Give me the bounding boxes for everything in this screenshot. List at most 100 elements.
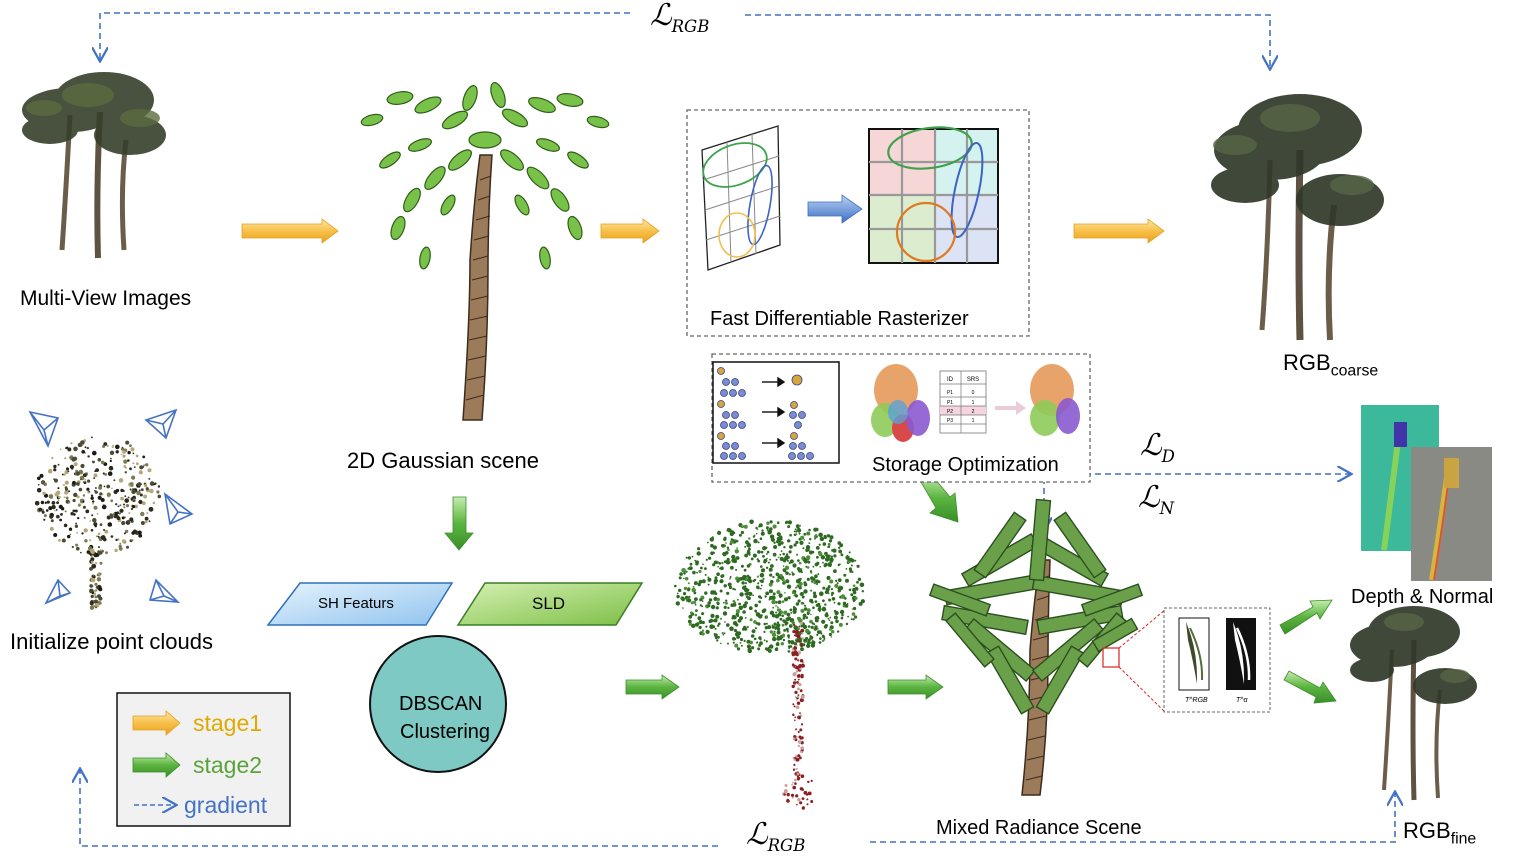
point-speck [713, 560, 718, 565]
point-speck [55, 509, 58, 511]
point-speck [149, 488, 154, 494]
tile-grid [868, 126, 999, 264]
point-speck [123, 459, 128, 464]
point-speck [748, 553, 751, 556]
point-speck [793, 594, 796, 597]
point-speck [818, 552, 823, 557]
point-speck [827, 617, 830, 620]
mixed-radiance-scene-tree [928, 498, 1166, 796]
point-speck [771, 599, 776, 605]
point-speck [775, 605, 777, 607]
point-speck [131, 539, 134, 542]
point-speck [770, 537, 776, 542]
point-speck [93, 473, 98, 478]
point-speck [830, 588, 834, 591]
point-speck [801, 632, 804, 635]
point-speck [796, 701, 801, 705]
camera-icons [28, 408, 194, 605]
point-speck [104, 473, 108, 476]
point-speck [806, 803, 809, 806]
point-speck [86, 446, 90, 450]
point-speck [724, 621, 726, 623]
point-speck [779, 553, 782, 556]
point-speck [776, 532, 781, 537]
loss-rgb-top: ℒRGB [650, 0, 710, 36]
point-speck [39, 473, 44, 478]
point-speck [809, 538, 812, 541]
point-speck [739, 592, 744, 597]
point-speck [705, 558, 708, 561]
point-speck [845, 622, 849, 626]
point-speck [708, 619, 713, 623]
point-speck [690, 601, 694, 605]
point-speck [108, 465, 114, 471]
point-speck [779, 610, 783, 614]
point-speck [90, 528, 94, 532]
point-speck [90, 560, 94, 564]
point-speck [794, 592, 797, 596]
point-speck [847, 615, 849, 618]
point-speck [49, 514, 54, 519]
point-speck [844, 597, 847, 600]
point-speck [90, 557, 95, 562]
point-speck [56, 501, 59, 505]
point-speck [794, 657, 798, 661]
point-speck [794, 719, 796, 722]
point-speck [816, 535, 818, 538]
point-speck [44, 501, 47, 504]
point-speck [805, 628, 810, 634]
point-speck [848, 567, 853, 571]
dbscan-label-line1: DBSCAN [399, 693, 483, 715]
texture-alpha-label: T^α [1236, 697, 1248, 704]
point-speck [118, 478, 124, 483]
point-speck [119, 508, 124, 513]
point-speck [711, 536, 714, 539]
point-speck [688, 595, 691, 599]
point-speck [787, 596, 791, 600]
point-speck [791, 591, 795, 595]
point-speck [681, 597, 685, 602]
point-speck [97, 532, 101, 536]
point-speck [747, 596, 751, 601]
gradient-paths [80, 12, 1395, 847]
point-speck [787, 539, 791, 543]
point-speck [822, 599, 825, 603]
point-speck [82, 481, 85, 483]
point-speck [129, 467, 132, 471]
point-speck [701, 605, 703, 608]
point-speck [705, 629, 710, 635]
point-speck [695, 598, 698, 601]
point-speck [685, 556, 688, 559]
point-speck [858, 601, 863, 606]
srs-table-header-id: ID [947, 377, 954, 383]
point-speck [723, 584, 727, 588]
point-speck [115, 444, 120, 450]
srs-table-cell: P3 [947, 418, 953, 424]
point-speck [788, 647, 791, 650]
leaf-primitive [1080, 583, 1144, 617]
point-speck [135, 454, 139, 458]
point-speck [828, 562, 832, 566]
point-speck [712, 563, 716, 567]
point-speck [744, 582, 748, 585]
point-speck [766, 521, 770, 525]
initialize-point-clouds-label: Initialize point clouds [10, 629, 214, 654]
point-speck [795, 602, 800, 606]
point-speck [707, 577, 712, 582]
point-speck [786, 792, 790, 797]
point-speck [131, 489, 136, 495]
point-speck [810, 576, 814, 580]
point-speck [799, 728, 803, 732]
point-speck [92, 460, 95, 464]
point-speck [70, 442, 73, 445]
point-speck [806, 611, 810, 616]
point-speck [133, 466, 136, 468]
point-speck [772, 524, 777, 529]
point-speck [747, 576, 752, 580]
point-speck [716, 601, 719, 604]
point-speck [691, 623, 696, 628]
point-speck [91, 554, 94, 557]
point-speck [742, 610, 746, 614]
point-speck [68, 527, 73, 531]
point-speck [794, 650, 797, 653]
